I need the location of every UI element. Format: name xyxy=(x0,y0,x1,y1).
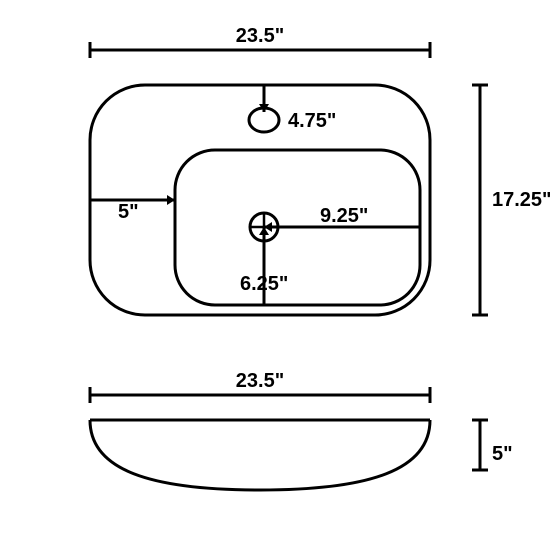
dim-top-width-label: 23.5" xyxy=(236,25,284,47)
dim-overall-height-label: 17.25" xyxy=(492,189,550,211)
dim-drain-right-label: 9.25" xyxy=(320,205,368,227)
dim-side-width-label: 23.5" xyxy=(236,370,284,392)
dim-faucet-offset-label: 4.75" xyxy=(288,110,336,132)
dim-left-wall-label: 5" xyxy=(118,201,139,223)
sink-dimension-diagram: 23.5" 17.25" 4.75" 5" 9.25" 6.25" 23.5" 5" xyxy=(0,0,550,550)
dim-drain-bottom-label: 6.25" xyxy=(240,273,288,295)
dim-side-height-label: 5" xyxy=(492,443,513,465)
side-profile xyxy=(90,420,430,490)
